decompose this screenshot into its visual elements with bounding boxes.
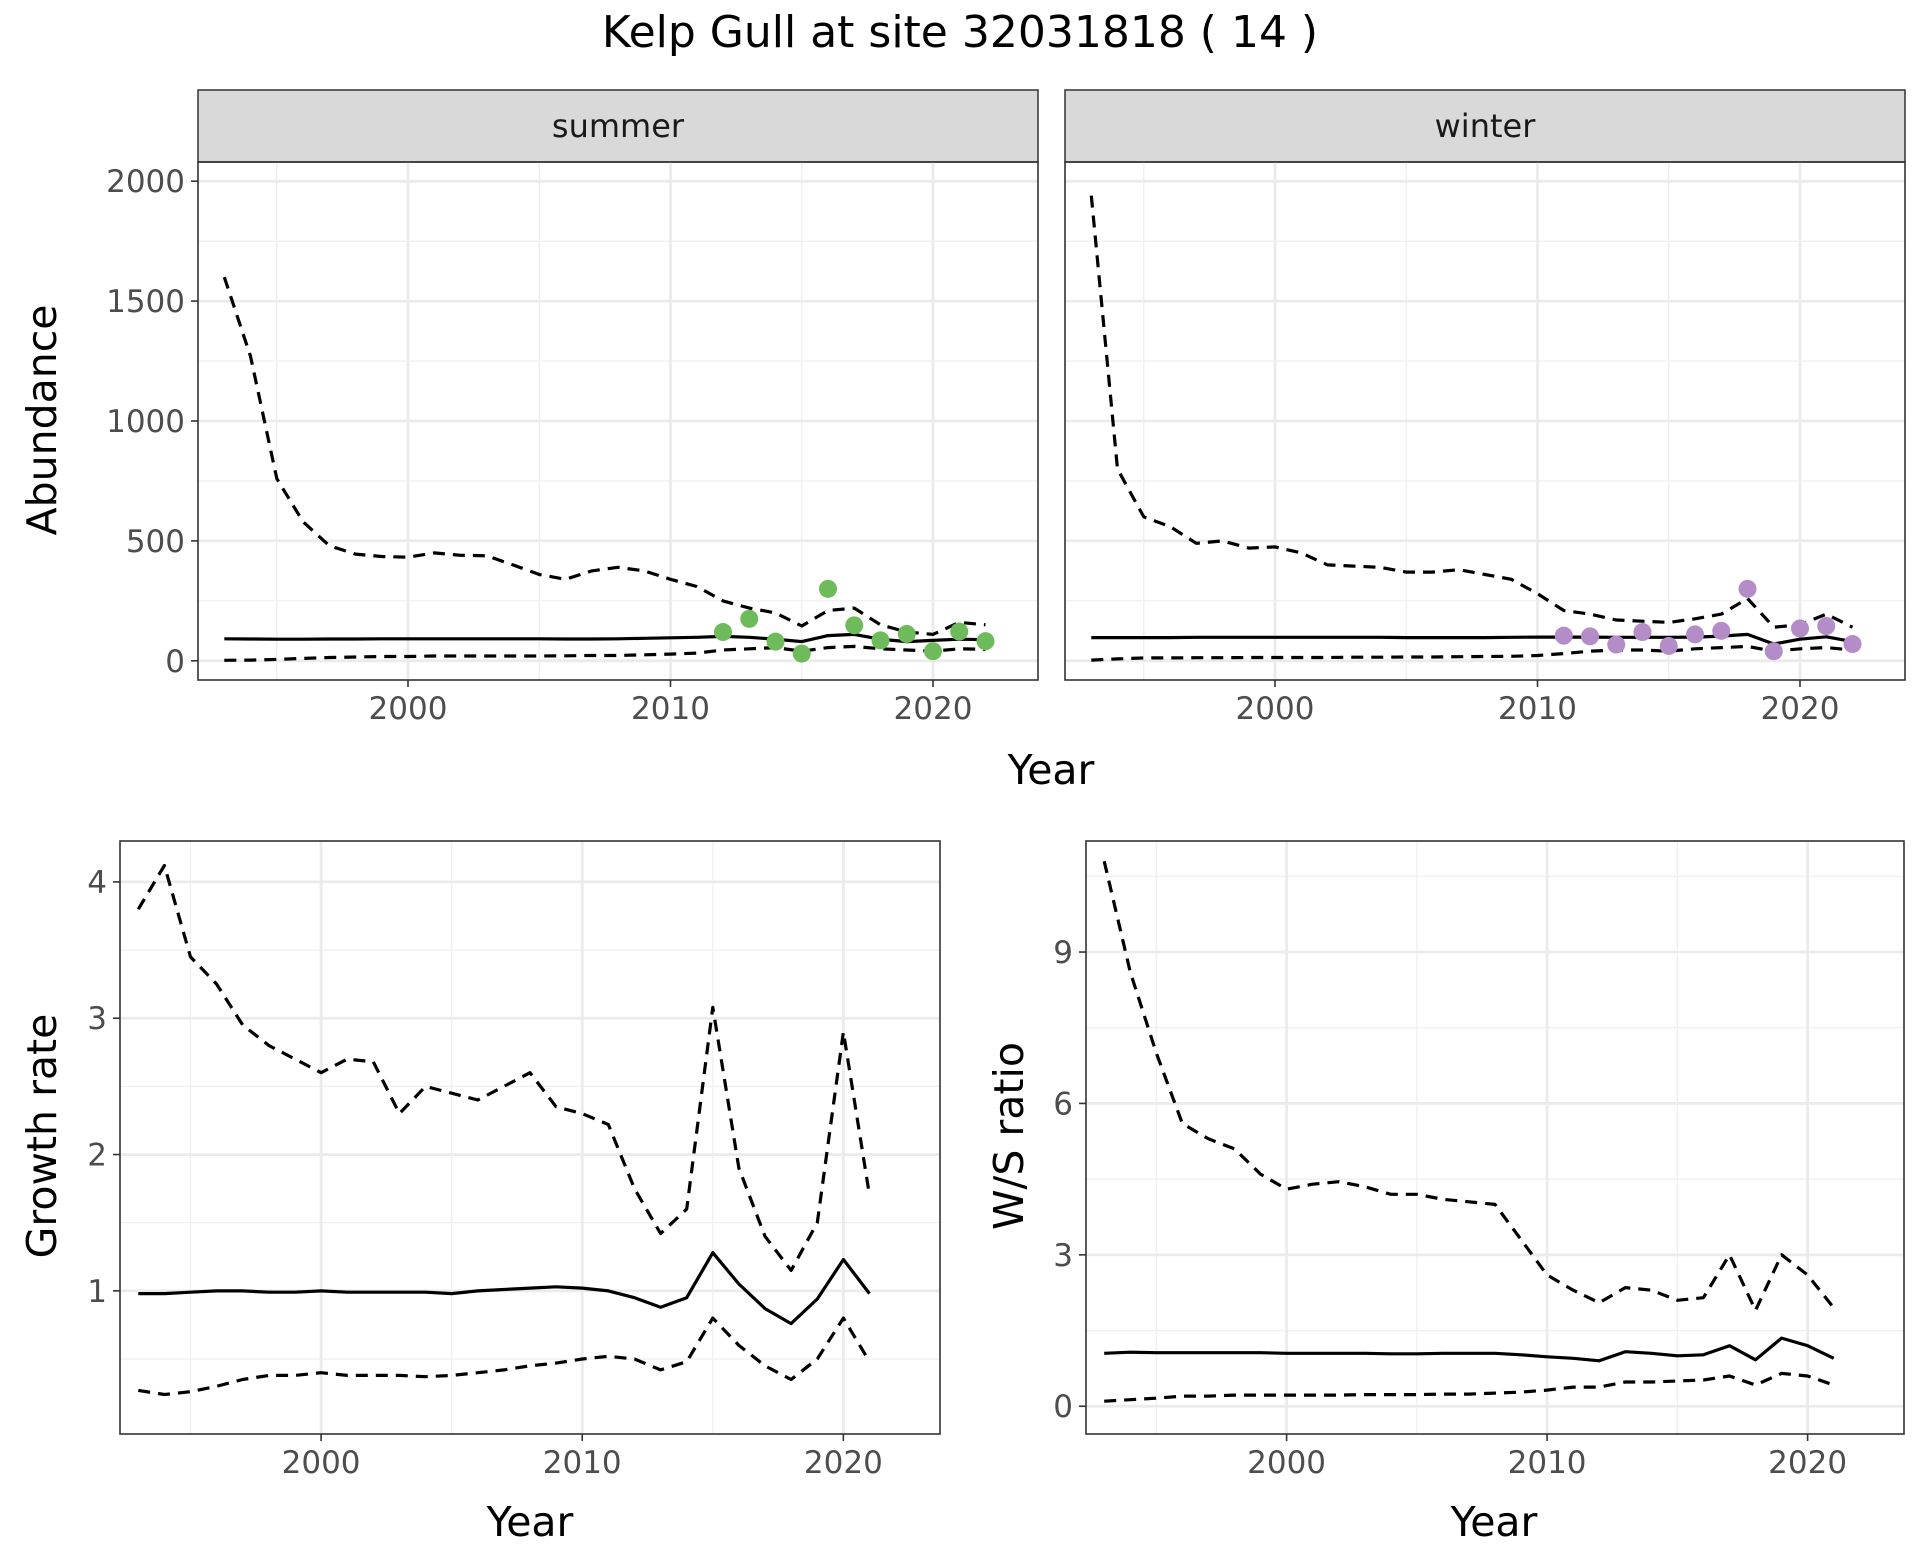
summer-mean-line (224, 632, 986, 644)
ratio-y-tick-label: 9 (1053, 935, 1073, 971)
summer-observation-point (897, 624, 916, 643)
winter-observation-point (1581, 627, 1599, 646)
winter-observation-point (1817, 617, 1836, 636)
summer-observation-point (740, 609, 759, 628)
growth-x-tick-label: 2020 (804, 1445, 883, 1481)
growth-y-tick-label: 3 (87, 1001, 107, 1037)
growth-panel: 2000 2010 2020 1 2 3 4 Year Growth rate (18, 840, 941, 1546)
summer-x-tick-label: 2010 (631, 691, 710, 727)
abundance-y-title: Abundance (18, 305, 66, 536)
winter-panel-border (1064, 161, 1906, 681)
winter-lower-line (1091, 644, 1853, 662)
growth-mean-line (138, 1251, 871, 1326)
growth-lower-line (138, 1316, 871, 1397)
summer-y-tick-label: 2000 (106, 164, 185, 200)
growth-y-tick-label: 2 (87, 1138, 107, 1174)
winter-x-tick-label: 2000 (1236, 691, 1315, 727)
winter-observation-point (1659, 636, 1678, 655)
summer-y-tick-label: 1500 (106, 284, 185, 320)
growth-y-tick-label: 4 (87, 865, 107, 901)
ratio-y-tick-label: 6 (1053, 1086, 1073, 1122)
ratio-panel: 2000 2010 2020 0 3 6 9 Year W/S ratio (985, 840, 1905, 1546)
winter-x-tick-label: 2020 (1761, 691, 1840, 727)
winter-upper-line (1089, 195, 1854, 629)
ratio-x-tick-label: 2010 (1508, 1445, 1587, 1481)
ratio-y-tick-label: 3 (1053, 1238, 1073, 1274)
ratio-panel-border (1085, 840, 1905, 1435)
winter-x-tick-label: 2010 (1498, 691, 1577, 727)
winter-observation-point (1712, 621, 1731, 640)
ratio-mean-line (1104, 1336, 1835, 1363)
growth-y-title: Growth rate (18, 1014, 66, 1259)
abundance-panel: 2000 2010 2020 0 500 1000 1500 2000 2000 2010 2020… (18, 89, 1906, 794)
summer-y-tick-label: 1000 (106, 404, 185, 440)
summer-observation-point (792, 644, 811, 663)
ratio-y-title: W/S ratio (985, 1042, 1033, 1230)
summer-observation-point (950, 622, 969, 641)
summer-upper-line (222, 276, 986, 636)
summer-observation-point (819, 579, 837, 598)
winter-observation-point (1686, 625, 1704, 644)
growth-x-title: Year (486, 1498, 574, 1546)
summer-observation-point (924, 642, 942, 661)
summer-observation-point (871, 631, 890, 650)
summer-observation-point (766, 632, 785, 651)
summer-y-tick-label: 500 (126, 524, 185, 560)
figure-title: Kelp Gull at site 32031818 ( 14 ) (602, 7, 1318, 58)
growth-panel-border (119, 840, 941, 1435)
winter-observation-point (1843, 635, 1862, 654)
summer-observation-point (976, 632, 995, 651)
winter-observation-point (1764, 642, 1783, 661)
winter-observation-point (1607, 635, 1626, 654)
winter-observation-point (1554, 626, 1573, 645)
ratio-y-tick-label: 0 (1053, 1389, 1073, 1425)
growth-x-tick-label: 2010 (543, 1445, 622, 1481)
summer-lower-line (224, 644, 986, 662)
summer-y-tick-label: 0 (165, 644, 185, 680)
winter-observation-point (1738, 579, 1757, 598)
abundance-x-title: Year (1007, 746, 1095, 794)
strip-summer (197, 89, 1039, 163)
growth-y-tick-label: 1 (87, 1274, 107, 1310)
ratio-x-tick-label: 2020 (1768, 1445, 1847, 1481)
winter-observation-point (1633, 623, 1652, 642)
summer-x-tick-label: 2000 (369, 691, 448, 727)
ratio-x-tick-label: 2000 (1247, 1445, 1326, 1481)
ratio-upper-line (1102, 860, 1835, 1312)
winter-observation-point (1791, 619, 1809, 638)
growth-x-tick-label: 2000 (282, 1445, 361, 1481)
strip-winter (1064, 89, 1906, 163)
ratio-x-title: Year (1450, 1498, 1538, 1546)
strip-label-summer: summer (552, 107, 685, 145)
summer-x-tick-label: 2020 (894, 691, 973, 727)
ratio-lower-line (1104, 1371, 1835, 1403)
strip-label-winter: winter (1435, 107, 1537, 145)
summer-observation-point (714, 623, 732, 642)
summer-observation-point (845, 616, 864, 635)
